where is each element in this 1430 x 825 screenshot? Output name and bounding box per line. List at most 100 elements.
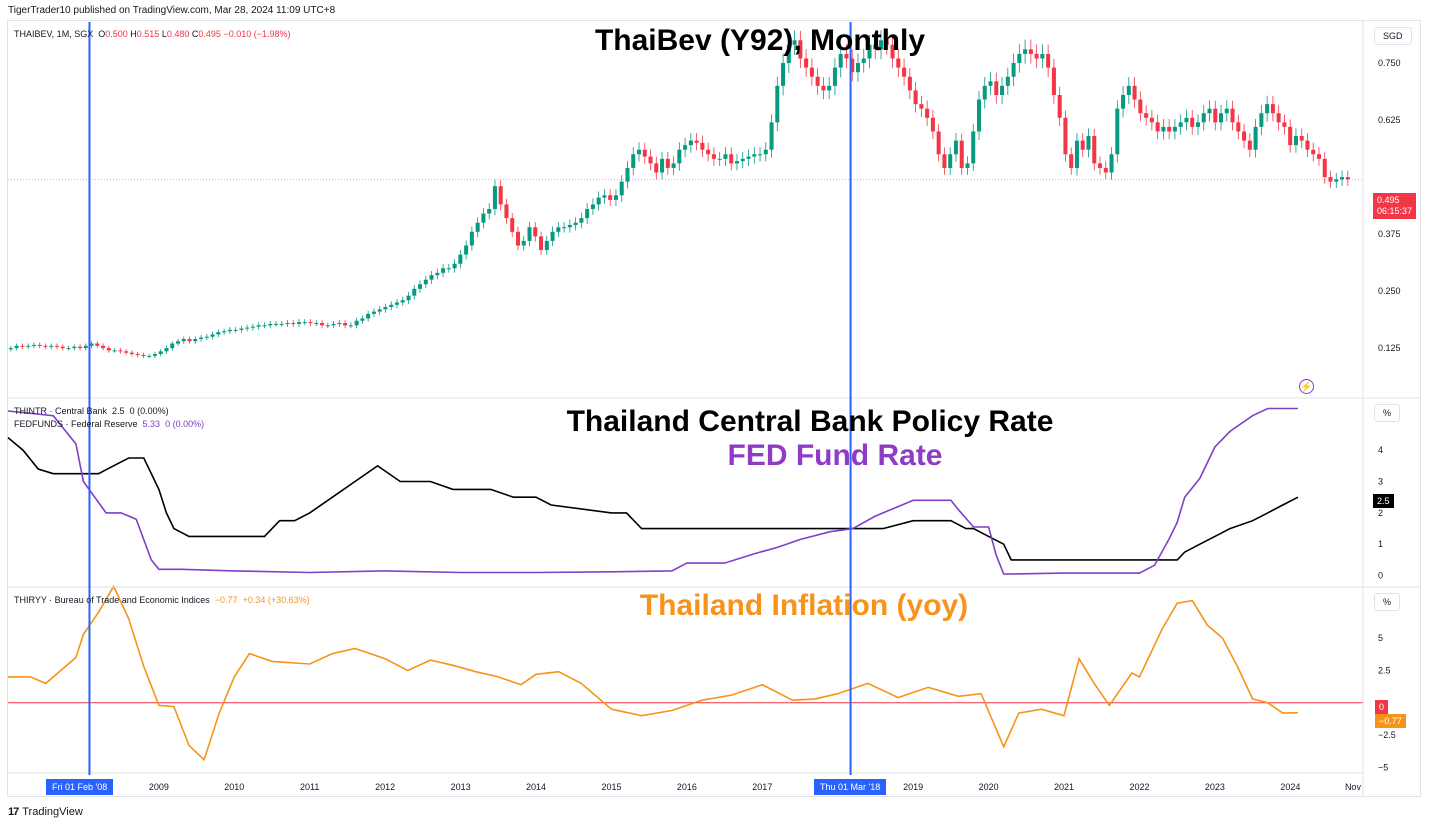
candle-body [688,140,693,146]
time-axis-tick: 2014 [526,782,546,792]
candle-body [106,348,111,351]
candle-body [1236,122,1241,132]
candle-body [786,44,791,64]
candle-body [348,325,353,327]
candle-body [890,44,895,59]
candle-body [1253,126,1258,150]
rates-unit-box[interactable]: % [1374,404,1401,422]
candle-body [291,323,296,325]
candle-body [423,279,428,285]
candle-body [158,351,163,355]
currency-selector[interactable]: SGD [1374,27,1412,45]
candle-body [1190,117,1195,127]
candle-body [233,329,238,331]
candle-body [1265,104,1270,114]
price-legend-h-label: H [130,29,137,39]
candle-body [608,195,613,200]
candle-body [366,313,371,319]
candle-body [152,354,157,356]
candle-body [758,154,763,156]
tradingview-logo-icon: 17 [8,806,19,818]
inflation-unit-box[interactable]: % [1374,593,1401,611]
candle-body [406,295,411,301]
candle-body [596,197,601,205]
candle-body [1247,140,1252,150]
candle-body [1126,85,1131,95]
candle-body [539,236,544,251]
candle-body [199,337,204,339]
candle-body [515,231,521,246]
footer-brand-name: TradingView [22,806,83,818]
candle-body [521,240,526,246]
candle-body [49,345,54,347]
candle-body [827,85,832,91]
candle-body [377,309,382,312]
candle-body [925,108,930,118]
candle-body [54,345,59,347]
time-axis-tick: 2017 [752,782,772,792]
candle-body [371,311,376,314]
fed-rate-title: FED Fund Rate [727,439,943,472]
footer-brand[interactable]: 17 TradingView [8,806,83,818]
rates-axis-tick: 4 [1378,445,1383,455]
candle-body [1322,158,1327,178]
candle-body [815,76,820,86]
zero-line-badge: 0 [1375,700,1389,714]
candle-body [792,40,797,45]
candle-body [60,346,65,349]
candle-body [1345,177,1350,180]
candle-body [273,323,278,325]
candle-body [124,351,129,353]
candle-body [360,318,365,321]
candle-body [446,268,451,270]
candle-body [936,131,941,155]
candle-body [504,204,509,219]
time-axis-tick: 2024 [1280,782,1300,792]
time-axis-tick: 2011 [300,782,319,792]
candle-body [625,167,630,182]
candle-body [216,332,221,335]
candle-body [14,345,19,349]
candle-body [83,345,88,349]
thai-rate-legend-change: 0 (0.00%) [129,406,169,416]
candle-body [1242,131,1247,141]
candle-body [850,58,855,73]
inflation-axis-tick: 5 [1378,633,1383,643]
candle-body [1028,49,1033,54]
price-legend-o-label: O [98,29,106,39]
candle-body [498,186,503,205]
price-axis-tick: 0.125 [1378,343,1401,353]
candle-body [1161,126,1166,132]
candle-body [567,224,572,228]
fed-rate-legend-name: FEDFUNDS · Federal Reserve [14,419,138,429]
candle-body [533,227,538,237]
candle-body [746,156,751,159]
candle-body [665,158,670,168]
price-legend-symbol: THAIBEV, 1M, SGX [14,29,94,39]
candle-body [959,140,964,168]
candle-body [619,181,624,196]
inflation-axis-tick: 2.5 [1378,665,1391,675]
fed-rate-legend: FEDFUNDS · Federal Reserve 5.33 0 (0.00%… [14,419,204,429]
candle-body [1092,136,1097,164]
candle-body [740,158,745,162]
candle-body [809,67,814,77]
candle-body [458,254,463,264]
candle-body [95,343,100,346]
inflation-legend: THIRYY · Bureau of Trade and Economic In… [14,595,310,605]
last-price-value: 0.495 [1377,195,1400,205]
candle-body [118,350,123,352]
price-legend-high: 0.515 [136,29,160,39]
fed-rate-legend-value: 5.33 [142,419,161,429]
candle-body [1103,167,1108,173]
crosshair-date-badge-2: Thu 01 Mar '18 [814,779,887,795]
candle-body [930,117,935,132]
candle-body [147,355,152,357]
lightning-icon[interactable]: ⚡ [1299,379,1314,394]
candle-body [942,154,947,168]
inflation-title: Thailand Inflation (yoy) [639,589,969,622]
candle-body [717,158,722,160]
fed-funds-rate-line [7,407,1298,575]
price-axis-tick: 0.375 [1378,229,1401,239]
